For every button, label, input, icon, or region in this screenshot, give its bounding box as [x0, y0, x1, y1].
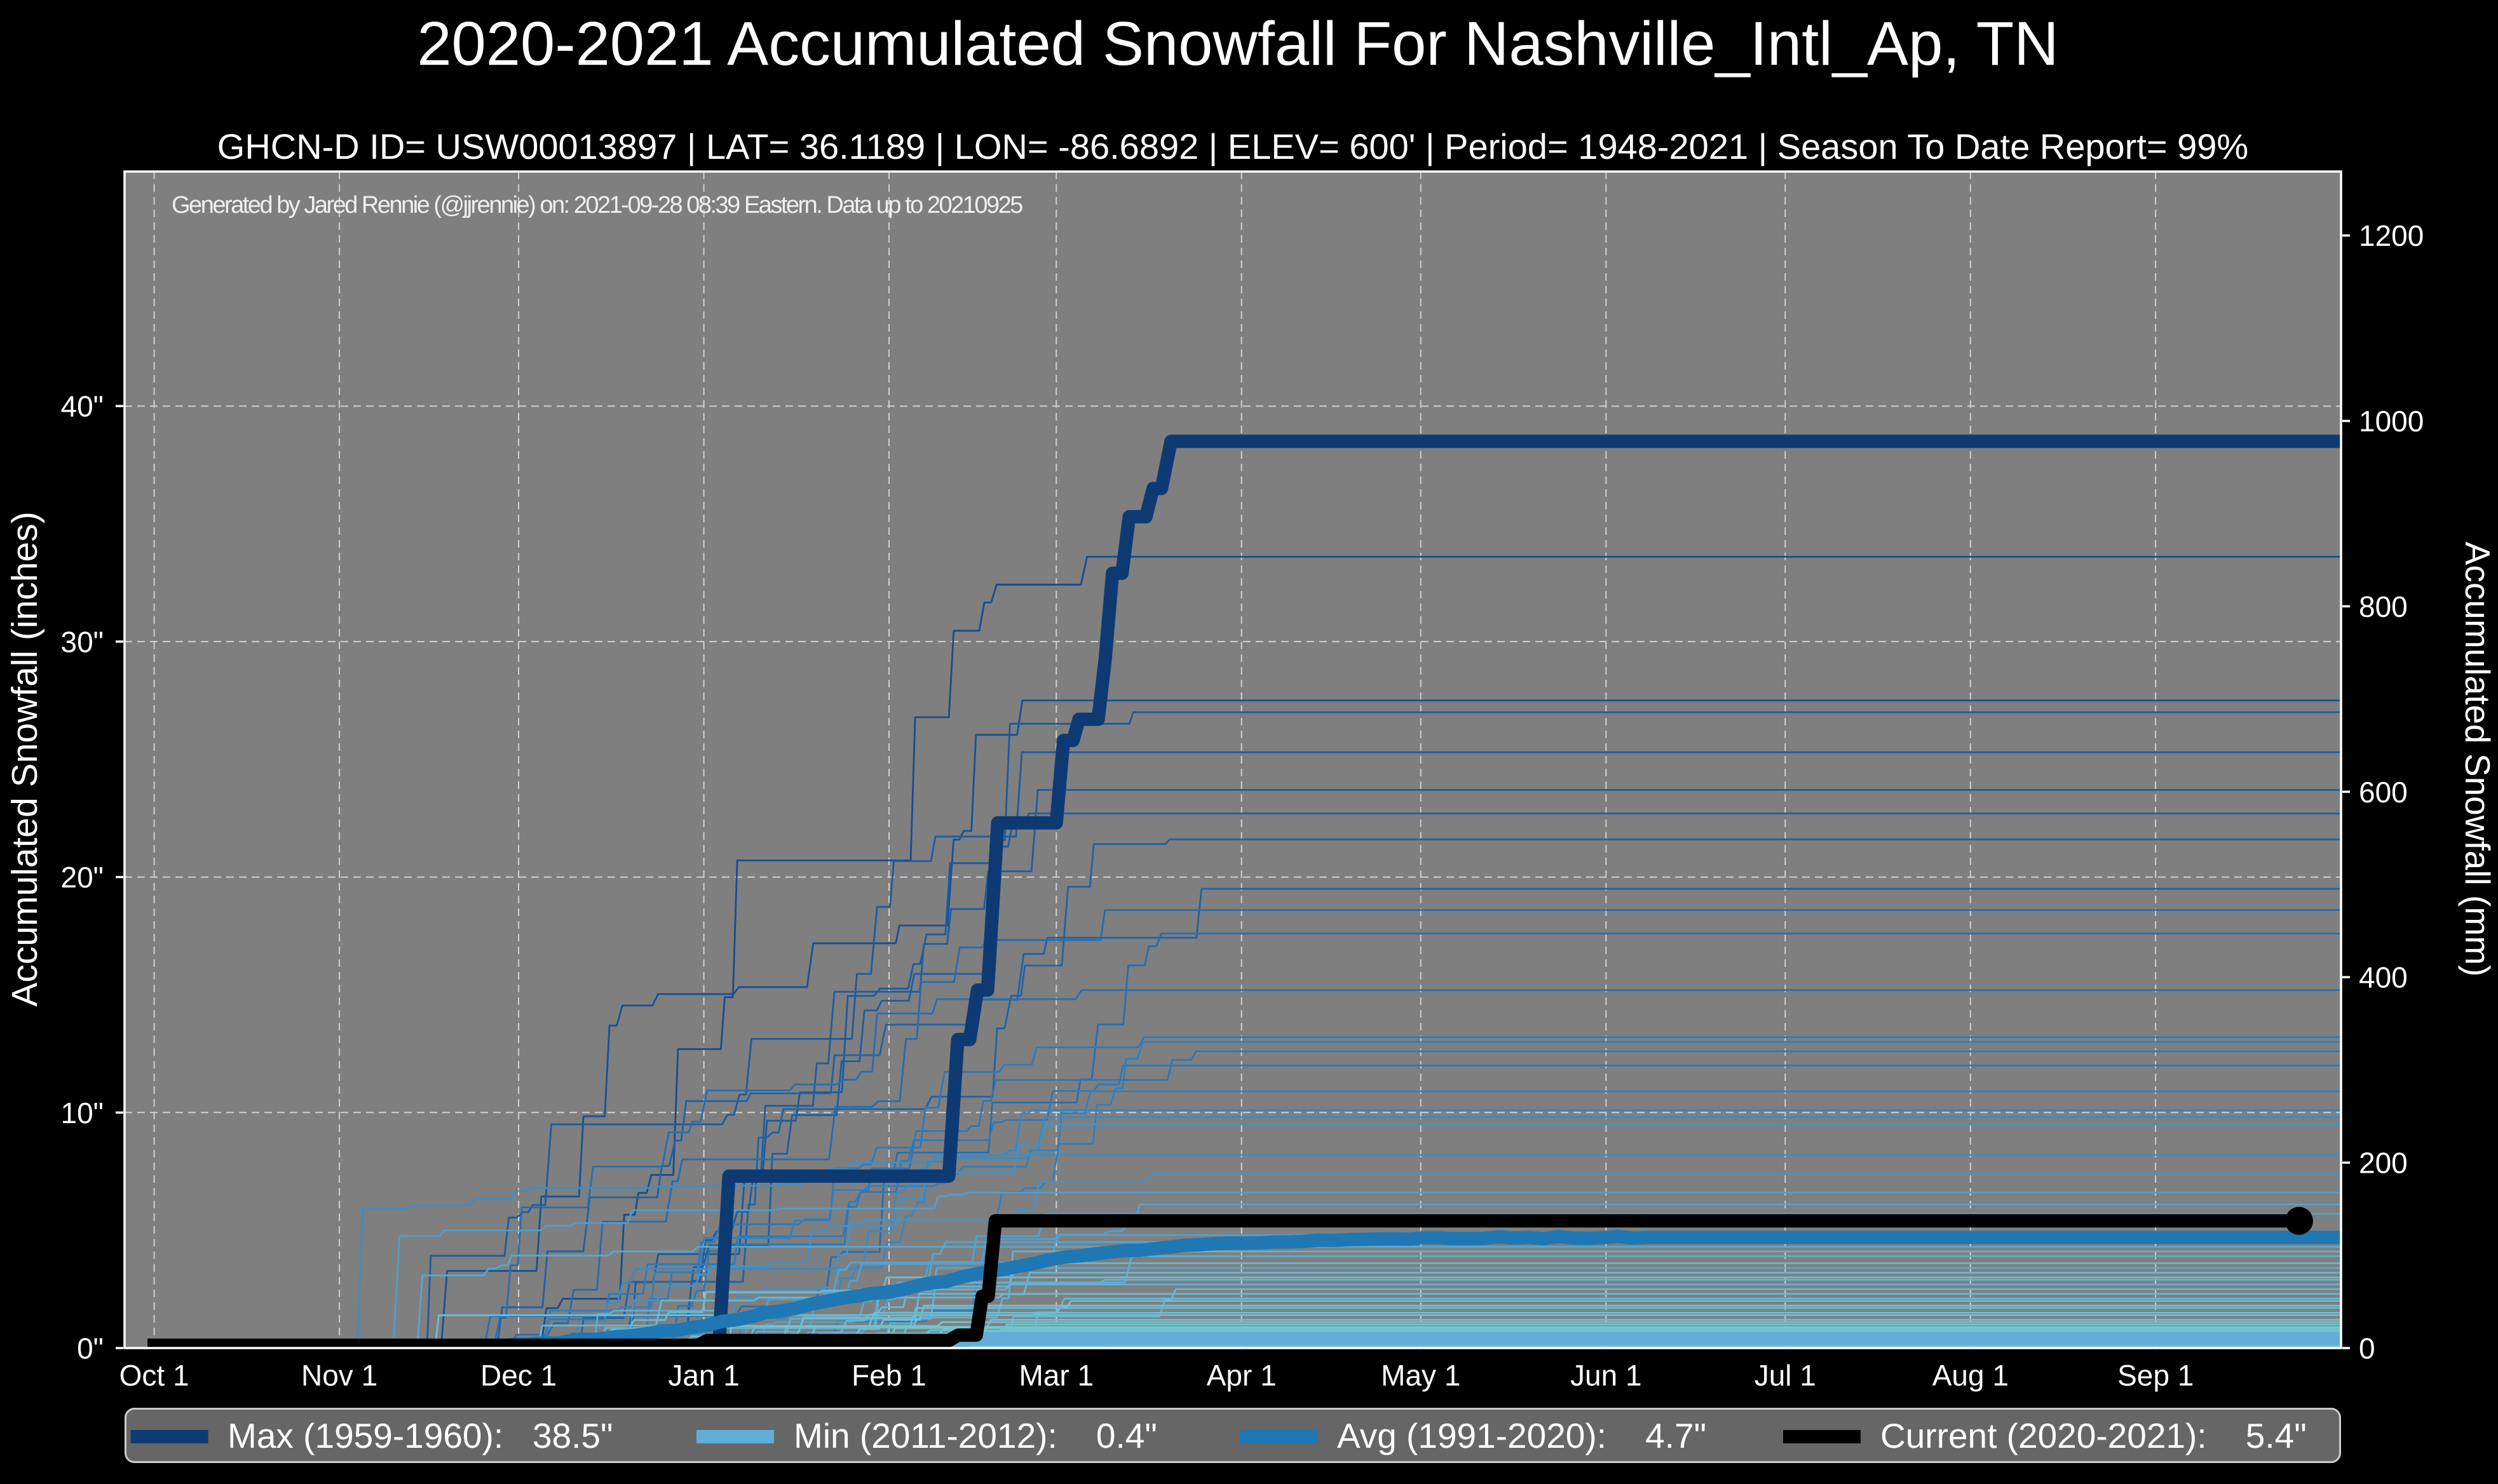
svg-text:Jan 1: Jan 1 [668, 1359, 740, 1392]
svg-text:Accumulated Snowfall (inches): Accumulated Snowfall (inches) [4, 511, 45, 1006]
svg-text:Accumulated Snowfall (mm): Accumulated Snowfall (mm) [2458, 542, 2497, 977]
svg-text:Apr 1: Apr 1 [1207, 1359, 1277, 1392]
svg-text:Avg (1991-2020): 4.7": Avg (1991-2020): 4.7" [1337, 1416, 1706, 1455]
svg-text:800: 800 [2359, 590, 2408, 623]
svg-text:Jul 1: Jul 1 [1755, 1359, 1816, 1392]
svg-text:200: 200 [2359, 1147, 2408, 1180]
svg-text:Nov 1: Nov 1 [301, 1359, 377, 1392]
svg-text:Generated by Jared Rennie (@jj: Generated by Jared Rennie (@jjrennie) on… [172, 192, 1022, 219]
svg-text:Sep 1: Sep 1 [2117, 1359, 2194, 1392]
svg-text:400: 400 [2359, 961, 2408, 994]
svg-text:1000: 1000 [2359, 405, 2424, 438]
svg-text:Dec 1: Dec 1 [480, 1359, 557, 1392]
svg-text:10": 10" [61, 1096, 104, 1130]
svg-text:GHCN-D ID= USW00013897 | LAT=: GHCN-D ID= USW00013897 | LAT= 36.1189 | … [217, 126, 2248, 166]
svg-text:Min (2011-2012): 0.4": Min (2011-2012): 0.4" [794, 1416, 1157, 1455]
svg-text:0: 0 [2359, 1332, 2375, 1365]
svg-text:0": 0" [77, 1332, 104, 1365]
svg-text:May 1: May 1 [1381, 1359, 1460, 1392]
svg-text:20": 20" [61, 861, 104, 894]
svg-text:600: 600 [2359, 776, 2408, 809]
svg-text:30": 30" [61, 625, 104, 658]
svg-text:Feb 1: Feb 1 [852, 1359, 927, 1392]
svg-text:Current (2020-2021): 5.4": Current (2020-2021): 5.4" [1880, 1416, 2307, 1455]
svg-text:Max (1959-1960): 38.5": Max (1959-1960): 38.5" [227, 1416, 613, 1455]
svg-text:Jun 1: Jun 1 [1570, 1359, 1642, 1392]
svg-text:40": 40" [61, 390, 104, 423]
svg-text:1200: 1200 [2359, 219, 2424, 252]
svg-text:Mar 1: Mar 1 [1019, 1359, 1094, 1392]
svg-text:2020-2021 Accumulated Snowfall: 2020-2021 Accumulated Snowfall For Nashv… [417, 9, 2058, 78]
svg-text:Aug 1: Aug 1 [1932, 1359, 2009, 1392]
svg-text:Oct 1: Oct 1 [119, 1359, 189, 1392]
